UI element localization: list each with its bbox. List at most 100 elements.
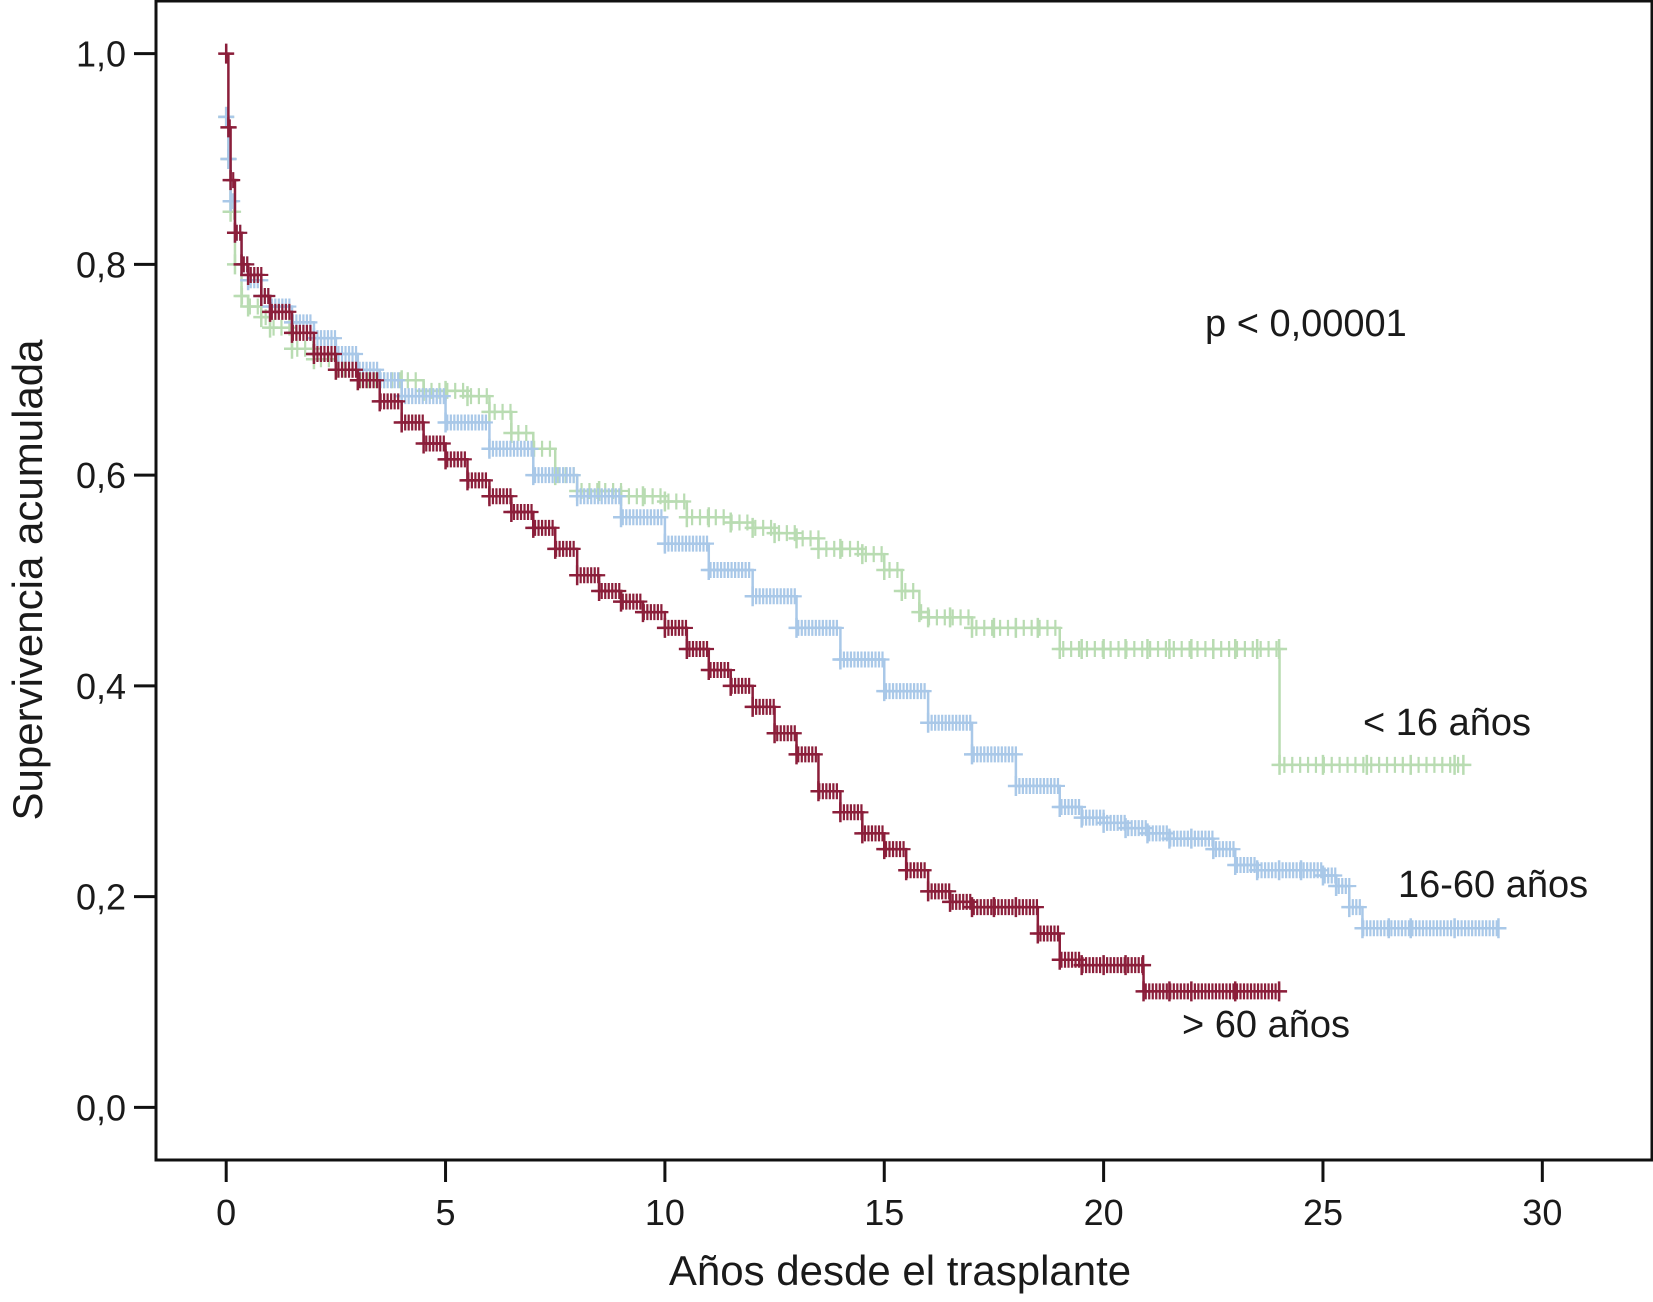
data-point (1293, 860, 1310, 881)
y-tick-label: 0,2 (76, 877, 126, 918)
data-point (1358, 754, 1375, 775)
censor-mark (890, 561, 905, 578)
data-point (854, 823, 871, 844)
data-point (1139, 823, 1156, 844)
p-value-annotation: p < 0,00001 (1205, 303, 1407, 345)
censor-mark (917, 862, 932, 879)
data-point (854, 544, 871, 565)
data-point (525, 465, 542, 486)
censor-mark (524, 504, 539, 521)
censor-mark (633, 593, 648, 610)
censor-mark (391, 393, 406, 410)
censor-mark (654, 509, 669, 526)
data-point (481, 438, 498, 459)
data-point (985, 897, 1002, 918)
data-point (437, 449, 454, 470)
censor-mark (479, 388, 494, 405)
data-point (547, 538, 564, 559)
data-point (678, 638, 695, 659)
data-point (284, 322, 300, 343)
y-tick-label: 0,8 (76, 244, 126, 285)
data-point (1073, 638, 1090, 659)
data-point (744, 517, 761, 538)
data-point (240, 296, 257, 317)
censor-mark (519, 424, 534, 441)
data-point (700, 559, 717, 580)
data-point (393, 412, 410, 433)
data-point (1007, 775, 1024, 796)
data-point (942, 607, 959, 628)
data-point (1249, 638, 1266, 659)
series-layer (218, 43, 1507, 1002)
data-point (569, 565, 586, 586)
data-point (1051, 638, 1068, 659)
data-point (481, 486, 498, 507)
censor-mark (391, 372, 406, 389)
censor-mark (349, 361, 364, 378)
data-point (964, 617, 980, 638)
series-line (226, 115, 1464, 767)
data-point (766, 723, 783, 744)
data-point (876, 681, 893, 702)
censor-mark (566, 467, 581, 484)
data-point (222, 170, 239, 191)
data-point (810, 538, 827, 559)
series-label-over-60: > 60 años (1182, 1004, 1350, 1046)
censor-mark (1048, 619, 1063, 636)
data-point (327, 359, 344, 380)
x-tick-label: 25 (1303, 1192, 1343, 1233)
data-point (766, 523, 783, 544)
data-point (678, 507, 695, 528)
data-point (1183, 981, 1200, 1002)
data-point (788, 528, 805, 549)
data-point (832, 649, 849, 670)
data-point (415, 433, 432, 454)
censor-mark (787, 588, 802, 605)
data-point (1227, 638, 1244, 659)
data-point (656, 617, 673, 638)
data-point (1051, 797, 1068, 818)
data-point (722, 512, 739, 533)
data-point (1271, 860, 1288, 881)
censor-mark (327, 345, 342, 362)
data-point (876, 559, 893, 580)
data-point (1139, 638, 1156, 659)
data-point (1205, 638, 1222, 659)
data-point (253, 286, 270, 307)
series-0 (218, 106, 1472, 775)
data-point (1117, 955, 1134, 976)
data-point (371, 391, 388, 412)
data-point (832, 538, 849, 559)
data-point (613, 591, 630, 612)
x-tick-label: 30 (1522, 1192, 1562, 1233)
censor-mark (829, 619, 844, 636)
censor-mark (612, 488, 627, 505)
data-point (1095, 955, 1112, 976)
censor-mark (700, 640, 715, 657)
censor-mark (503, 488, 518, 505)
data-point (1354, 918, 1371, 939)
data-point (1227, 854, 1244, 875)
y-axis: 0,0 0,2 0,4 0,6 0,8 1,0 (76, 34, 156, 1128)
data-point (1314, 754, 1331, 775)
censor-mark (545, 519, 560, 536)
series-label-16-60: 16-60 años (1398, 864, 1588, 906)
censor-mark (677, 493, 692, 510)
data-point (898, 860, 915, 881)
censor-mark (875, 825, 890, 842)
censor-mark (917, 683, 932, 700)
censor-mark (766, 698, 781, 715)
data-point (893, 581, 910, 602)
censor-mark (254, 266, 269, 283)
data-point (1161, 981, 1178, 1002)
censor-mark (436, 388, 451, 405)
data-point (1029, 923, 1046, 944)
censor-mark (854, 804, 869, 821)
data-point (503, 422, 520, 443)
data-point (1271, 754, 1288, 775)
data-point (1402, 754, 1419, 775)
censor-mark (1050, 777, 1065, 794)
x-axis-title: Años desde el trasplante (669, 1247, 1131, 1294)
censor-mark (1342, 878, 1357, 895)
